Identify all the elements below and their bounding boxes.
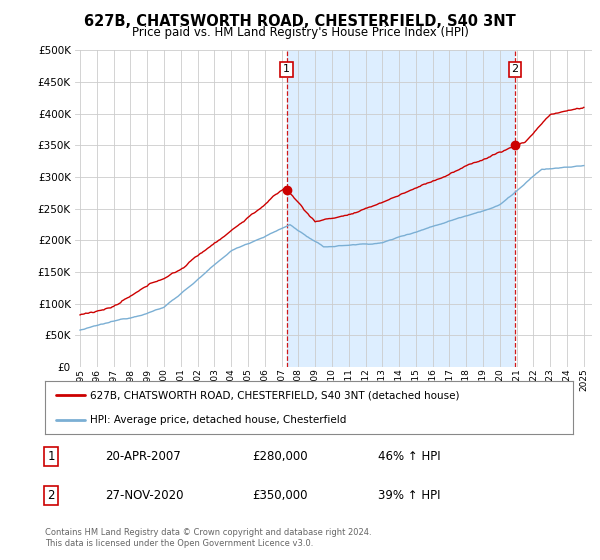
Text: 39% ↑ HPI: 39% ↑ HPI (378, 489, 440, 502)
Text: 2: 2 (511, 64, 518, 74)
Text: HPI: Average price, detached house, Chesterfield: HPI: Average price, detached house, Ches… (90, 414, 346, 424)
Text: £350,000: £350,000 (252, 489, 308, 502)
Text: 1: 1 (283, 64, 290, 74)
Text: 27-NOV-2020: 27-NOV-2020 (105, 489, 184, 502)
Text: 20-APR-2007: 20-APR-2007 (105, 450, 181, 463)
Text: Price paid vs. HM Land Registry's House Price Index (HPI): Price paid vs. HM Land Registry's House … (131, 26, 469, 39)
Text: 1: 1 (47, 450, 55, 463)
Text: £280,000: £280,000 (252, 450, 308, 463)
Bar (287, 50, 515, 367)
Text: Contains HM Land Registry data © Crown copyright and database right 2024.: Contains HM Land Registry data © Crown c… (45, 528, 371, 536)
Text: 46% ↑ HPI: 46% ↑ HPI (378, 450, 440, 463)
Text: 627B, CHATSWORTH ROAD, CHESTERFIELD, S40 3NT (detached house): 627B, CHATSWORTH ROAD, CHESTERFIELD, S40… (90, 390, 460, 400)
Text: This data is licensed under the Open Government Licence v3.0.: This data is licensed under the Open Gov… (45, 539, 313, 548)
Text: 2: 2 (47, 489, 55, 502)
Text: 627B, CHATSWORTH ROAD, CHESTERFIELD, S40 3NT: 627B, CHATSWORTH ROAD, CHESTERFIELD, S40… (84, 14, 516, 29)
